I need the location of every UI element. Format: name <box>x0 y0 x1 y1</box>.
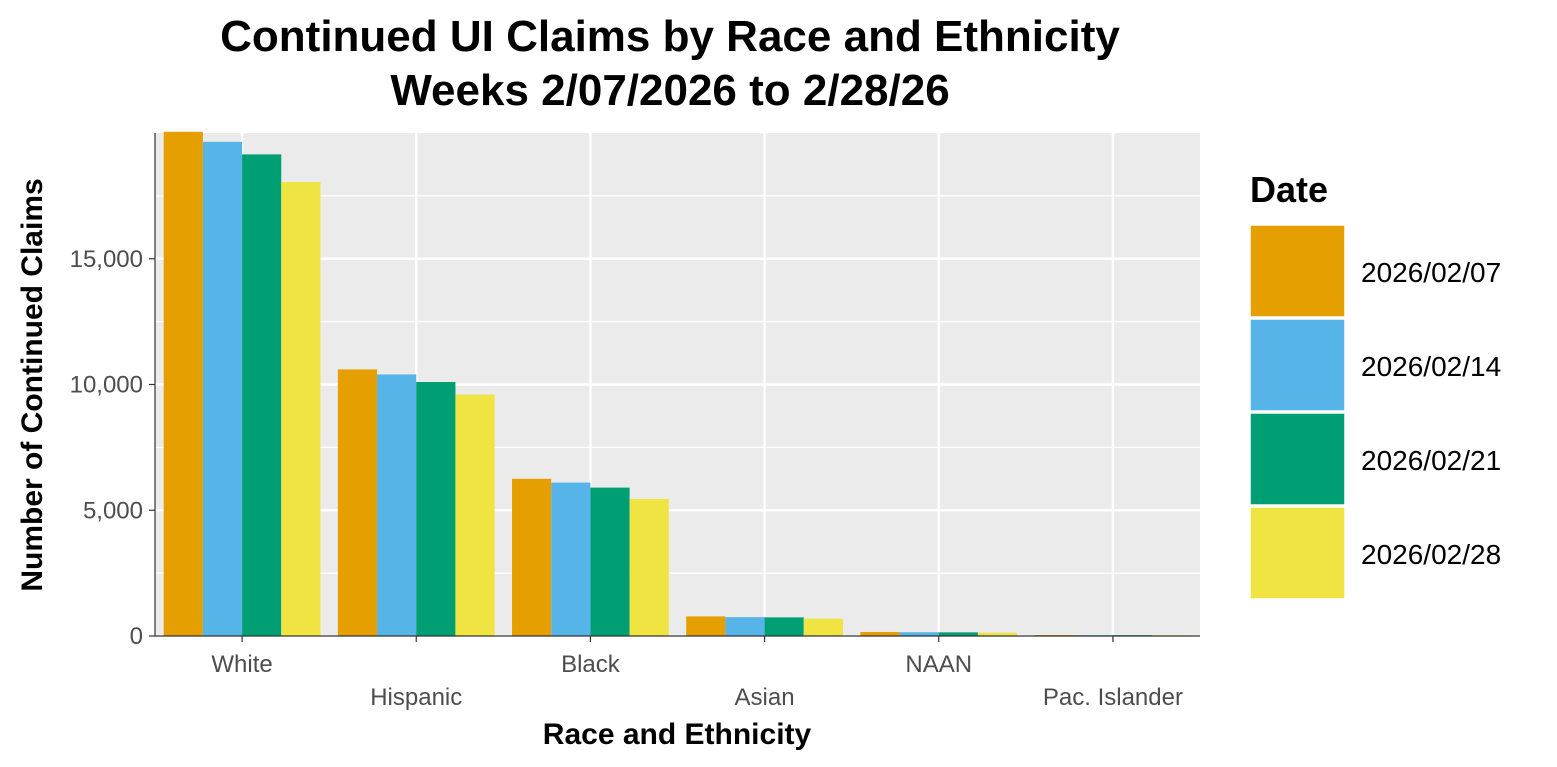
legend-key <box>1249 224 1346 318</box>
x-tick-label: Asian <box>735 684 795 711</box>
bar <box>803 618 843 636</box>
bar <box>860 631 900 636</box>
bar <box>416 381 456 636</box>
x-tick-label: Hispanic <box>370 684 462 711</box>
bar <box>337 369 378 636</box>
bar <box>977 632 1018 636</box>
bar <box>686 616 726 636</box>
bar <box>629 498 669 636</box>
x-axis-title: Race and Ethnicity <box>543 718 812 751</box>
bar <box>377 374 417 636</box>
x-tick-label: Pac. Islander <box>1043 684 1183 711</box>
x-tick-label: NAAN <box>905 651 972 678</box>
chart-subtitle: Weeks 2/07/2026 to 2/28/26 <box>390 66 950 115</box>
bar <box>938 632 978 636</box>
bar <box>764 617 804 636</box>
y-tick-label: 15,000 <box>70 246 143 273</box>
x-tick-label: White <box>211 651 272 678</box>
legend-key <box>1249 412 1346 506</box>
legend-label: 2026/02/07 <box>1361 257 1501 288</box>
legend: Date 2026/02/07 2026/02/14 2026/02/21 2026/… <box>1249 169 1501 600</box>
legend-label: 2026/02/21 <box>1361 445 1501 476</box>
bar <box>163 131 203 636</box>
bars <box>163 131 1192 637</box>
y-tick-label: 10,000 <box>70 372 143 399</box>
legend-label: 2026/02/28 <box>1361 539 1501 570</box>
x-tick-label: Black <box>561 651 621 678</box>
bar <box>590 487 630 636</box>
legend-key <box>1249 318 1346 412</box>
bar <box>455 394 495 636</box>
bar <box>512 478 552 636</box>
chart-title: Continued UI Claims by Race and Ethnicit… <box>220 12 1120 61</box>
bar <box>281 182 321 637</box>
legend-title: Date <box>1250 169 1328 210</box>
bar <box>551 482 591 636</box>
y-axis-title: Number of Continued Claims <box>16 178 49 591</box>
y-tick-label: 5,000 <box>83 497 143 524</box>
legend-key <box>1249 506 1346 600</box>
bar <box>242 154 282 636</box>
legend-label: 2026/02/14 <box>1361 351 1501 382</box>
y-tick-label: 0 <box>130 623 143 650</box>
axes: 0 5,000 10,000 15,000 White Hispanic Black Asia… <box>70 133 1200 711</box>
bar <box>725 617 765 636</box>
bar <box>899 632 939 636</box>
bar <box>202 141 243 637</box>
